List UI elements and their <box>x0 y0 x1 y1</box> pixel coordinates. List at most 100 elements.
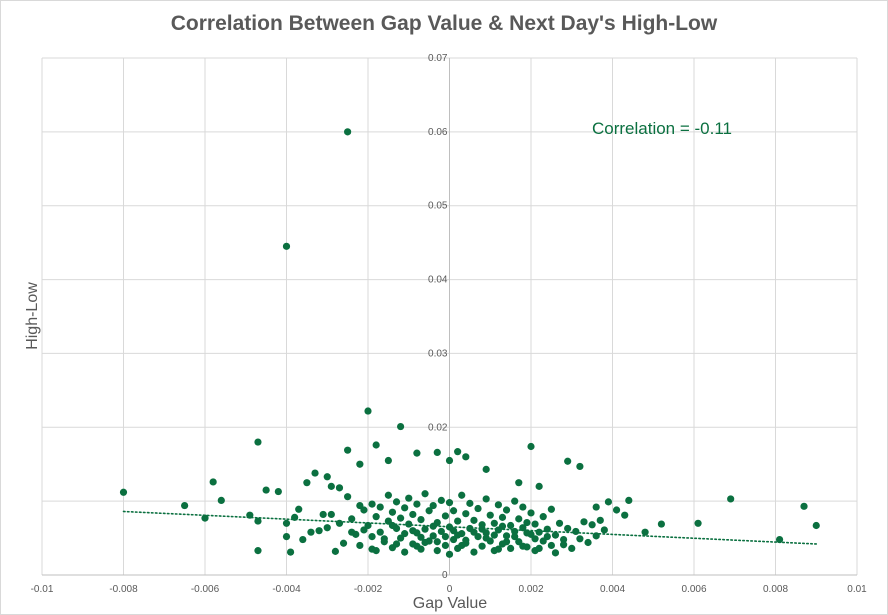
data-point <box>600 526 608 534</box>
data-point <box>360 526 368 534</box>
chart-title: Correlation Between Gap Value & Next Day… <box>170 12 718 35</box>
y-tick-label: 0.06 <box>428 127 448 138</box>
data-point <box>417 516 425 524</box>
data-point <box>466 499 474 507</box>
data-point <box>397 422 405 431</box>
data-point <box>327 482 335 490</box>
data-point <box>421 525 429 533</box>
data-point <box>519 503 527 511</box>
data-point <box>413 500 421 508</box>
data-point <box>458 491 466 499</box>
data-point <box>580 518 588 526</box>
data-point <box>323 524 331 532</box>
y-tick-label: 0.02 <box>428 422 448 433</box>
data-point <box>604 498 613 506</box>
data-point <box>625 496 633 505</box>
data-point <box>388 508 397 516</box>
data-point <box>478 525 486 533</box>
data-point <box>502 532 511 540</box>
data-point <box>482 534 490 542</box>
x-tick-label: 0.006 <box>681 584 706 595</box>
data-point <box>380 535 388 543</box>
data-point <box>482 465 490 473</box>
data-point <box>348 528 356 536</box>
data-point <box>584 538 592 547</box>
data-point <box>470 528 478 536</box>
data-point <box>282 532 291 541</box>
data-point <box>254 517 262 525</box>
trendline <box>122 510 818 545</box>
data-point <box>397 514 405 522</box>
data-point <box>413 449 421 457</box>
data-point <box>409 527 417 535</box>
data-point <box>368 500 376 508</box>
data-point <box>335 484 344 492</box>
data-point <box>568 544 576 553</box>
data-point <box>433 547 441 555</box>
data-point <box>307 528 315 536</box>
data-point <box>462 536 470 544</box>
data-point <box>303 479 311 487</box>
data-point <box>511 527 519 536</box>
data-point <box>401 548 409 556</box>
data-point <box>775 535 784 544</box>
data-point <box>621 511 629 519</box>
data-point <box>531 535 539 543</box>
data-point <box>401 530 409 538</box>
data-point <box>437 527 445 536</box>
data-point <box>405 520 413 528</box>
data-point <box>800 502 808 510</box>
x-tick-label: 0.008 <box>763 584 788 595</box>
data-point <box>372 441 380 449</box>
data-point <box>564 524 572 533</box>
data-point <box>344 493 352 501</box>
data-point <box>511 497 519 505</box>
data-point <box>181 501 189 510</box>
data-point <box>502 506 511 514</box>
data-point <box>405 494 413 502</box>
data-point <box>490 519 498 527</box>
data-point <box>507 544 515 553</box>
data-point <box>356 460 364 468</box>
data-point <box>445 550 454 558</box>
data-point <box>470 516 478 524</box>
data-point <box>356 541 364 550</box>
data-point <box>454 448 462 456</box>
x-axis-title: Gap Value <box>413 595 488 612</box>
data-point <box>360 506 368 514</box>
x-tick-label: 0.004 <box>600 584 625 595</box>
axis-ticks: -0.01 -0.008 -0.006 -0.004 -0.002 0 0.002 0.004… <box>31 53 868 595</box>
data-point <box>417 533 425 541</box>
gridlines <box>41 57 858 576</box>
data-point <box>515 515 523 523</box>
y-tick-label: 0 <box>442 570 448 581</box>
data-point <box>421 490 429 498</box>
data-point <box>368 532 376 541</box>
x-tick-label: -0.004 <box>272 584 301 595</box>
data-point <box>445 456 454 465</box>
data-point <box>458 541 466 550</box>
data-point <box>543 532 551 541</box>
data-point <box>388 521 397 530</box>
data-point <box>462 510 470 518</box>
data-point <box>315 527 323 535</box>
data-point <box>209 478 217 486</box>
data-point <box>515 479 523 487</box>
x-tick-label: 0.01 <box>847 584 867 595</box>
data-point <box>694 519 702 527</box>
data-point <box>657 520 666 528</box>
data-point <box>527 509 535 517</box>
data-point <box>327 510 335 519</box>
y-axis-title: High-Low <box>24 282 41 350</box>
data-point <box>376 528 384 536</box>
data-point <box>246 511 254 519</box>
data-point <box>441 532 450 541</box>
data-point <box>392 498 401 506</box>
data-point <box>254 547 262 555</box>
data-point <box>282 519 291 527</box>
data-point <box>498 513 507 521</box>
data-point <box>560 541 568 549</box>
data-point <box>433 448 441 456</box>
data-point <box>519 524 527 532</box>
data-point <box>494 545 502 553</box>
